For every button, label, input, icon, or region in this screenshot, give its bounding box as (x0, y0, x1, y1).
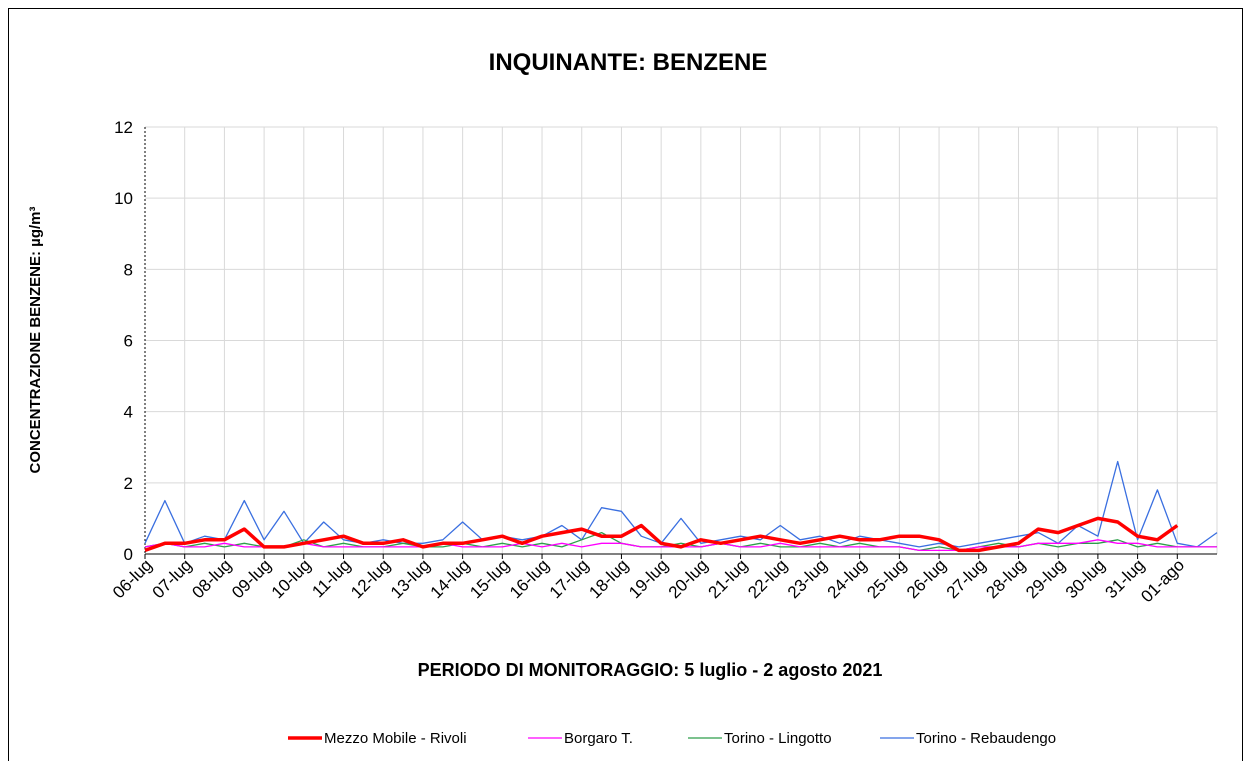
y-tick-label: 6 (124, 332, 133, 351)
series-line (144, 516, 1179, 553)
y-axis-title: CONCENTRAZIONE BENZENE: µg/m³ (27, 207, 44, 474)
y-tick-label: 12 (114, 118, 133, 137)
y-tick-label: 4 (124, 403, 133, 422)
y-tick-label: 10 (114, 189, 133, 208)
legend-label: Torino - Rebaudengo (916, 730, 1056, 747)
legend-label: Torino - Lingotto (724, 730, 832, 747)
legend-label: Mezzo Mobile - Rivoli (324, 730, 467, 747)
x-axis-title: PERIODO DI MONITORAGGIO: 5 luglio - 2 ag… (418, 660, 883, 680)
y-tick-label: 0 (124, 545, 133, 564)
y-tick-label: 8 (124, 260, 133, 279)
chart-title: INQUINANTE: BENZENE (489, 49, 768, 76)
series-line (144, 460, 1218, 548)
legend-label: Borgaro T. (564, 730, 633, 747)
y-tick-label: 2 (124, 474, 133, 493)
chart-border (8, 8, 1243, 761)
